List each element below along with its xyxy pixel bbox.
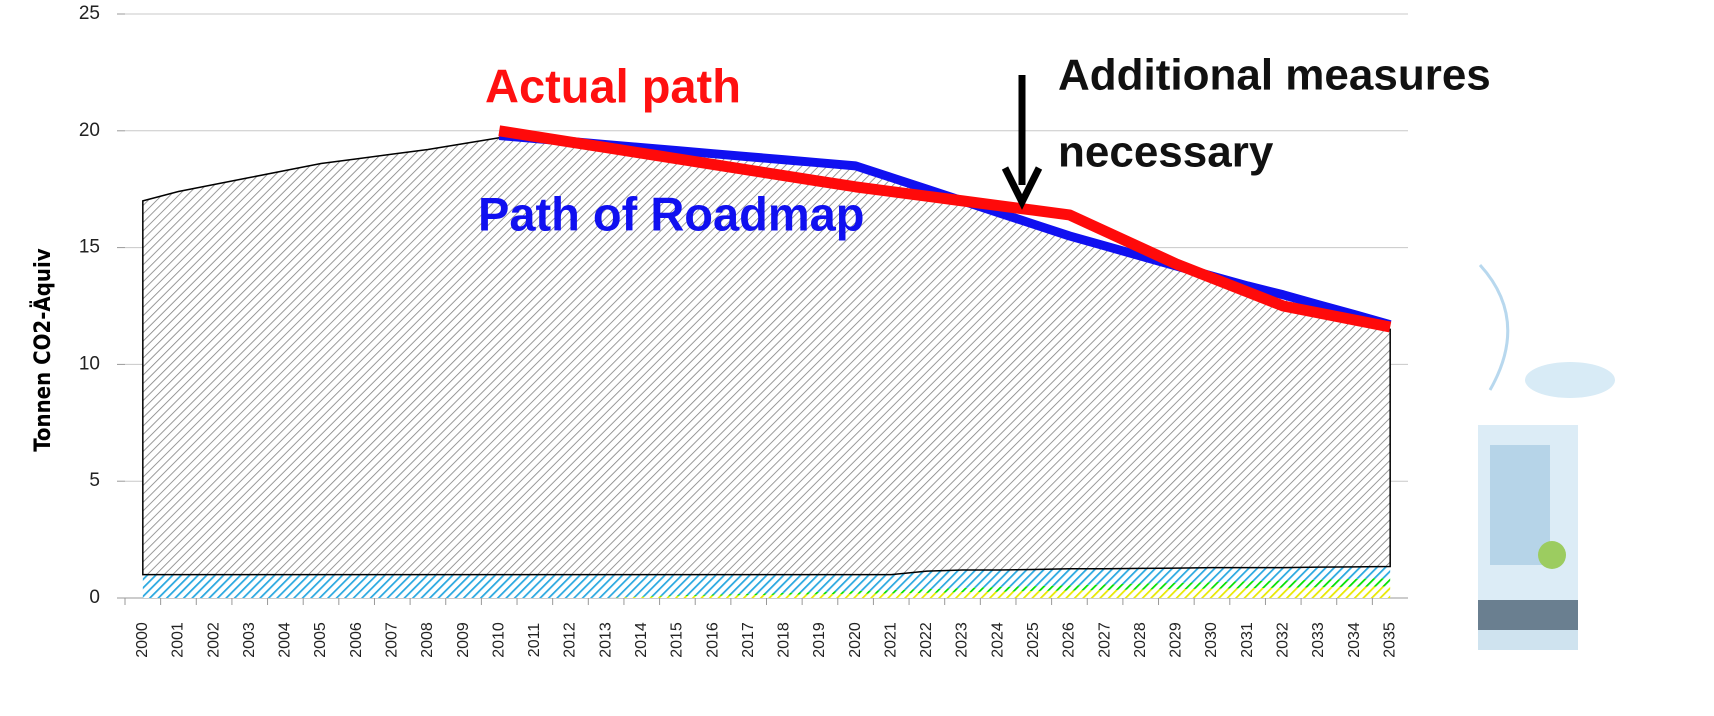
x-tick-label: 2002 xyxy=(205,622,222,658)
x-tick-label: 2013 xyxy=(597,622,614,658)
x-tick-label: 2030 xyxy=(1203,622,1220,658)
annotation: Actual path xyxy=(485,59,741,112)
y-tick-label: 5 xyxy=(89,470,100,491)
annotation: Path of Roadmap xyxy=(478,187,864,240)
x-tick-label: 2033 xyxy=(1310,622,1327,658)
x-tick-label: 2031 xyxy=(1239,622,1256,658)
decor xyxy=(1478,263,1615,650)
y-tick-label: 15 xyxy=(79,237,100,258)
y-axis-title: Tonnen CO2-Äquiv xyxy=(30,248,56,451)
x-tick-label: 2004 xyxy=(277,622,294,658)
y-tick-label: 0 xyxy=(89,587,100,608)
line xyxy=(498,125,1392,333)
x-tick-label: 2034 xyxy=(1346,622,1363,658)
x-tick-label: 2005 xyxy=(312,622,329,658)
x-tick-label: 2035 xyxy=(1381,622,1398,658)
annotation: Additional measures xyxy=(1058,51,1491,100)
x-tick-label: 2016 xyxy=(704,622,721,658)
x-tick-label: 2014 xyxy=(633,622,650,658)
x-tick-label: 2009 xyxy=(455,622,472,658)
area xyxy=(142,566,1391,598)
x-tick-label: 2019 xyxy=(811,622,828,658)
x-tick-label: 2022 xyxy=(918,622,935,658)
y-tick-label: 10 xyxy=(79,353,100,374)
x-tick-label: 2028 xyxy=(1132,622,1149,658)
x-tick-label: 2001 xyxy=(170,622,187,658)
x-tick-label: 2024 xyxy=(989,622,1006,658)
x-tick-label: 2020 xyxy=(847,622,864,658)
y-tick-label: 25 xyxy=(79,3,100,24)
x-tick-label: 2008 xyxy=(419,622,436,658)
x-tick-label: 2003 xyxy=(241,622,258,658)
x-tick-label: 2017 xyxy=(740,622,757,658)
annotation: necessary xyxy=(1058,128,1274,177)
x-tick-label: 2018 xyxy=(776,622,793,658)
x-tick-label: 2027 xyxy=(1096,622,1113,658)
area xyxy=(142,586,1391,598)
area xyxy=(142,578,1391,598)
x-tick-label: 2032 xyxy=(1274,622,1291,658)
x-tick-label: 2010 xyxy=(490,622,507,658)
x-tick-label: 2000 xyxy=(134,622,151,658)
x-tick-label: 2012 xyxy=(562,622,579,658)
arrow xyxy=(1001,75,1043,210)
x-tick-label: 2006 xyxy=(348,622,365,658)
x-tick-label: 2023 xyxy=(954,622,971,658)
y-tick-label: 20 xyxy=(79,120,100,141)
x-tick-label: 2029 xyxy=(1168,622,1185,658)
x-tick-label: 2011 xyxy=(526,623,543,658)
x-tick-label: 2025 xyxy=(1025,622,1042,658)
x-tick-label: 2015 xyxy=(669,622,686,658)
x-tick-label: 2021 xyxy=(882,622,899,658)
x-tick-label: 2007 xyxy=(384,622,401,658)
x-tick-label: 2026 xyxy=(1061,622,1078,658)
